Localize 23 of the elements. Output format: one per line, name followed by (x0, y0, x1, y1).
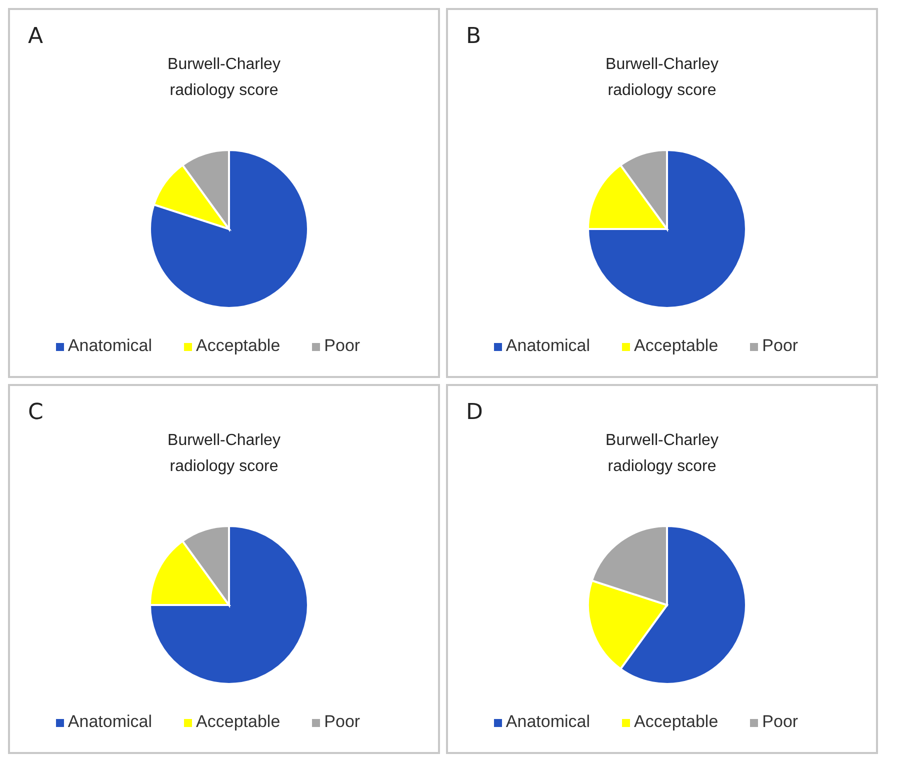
chart-title: Burwell-Charley radiology score (166, 55, 282, 101)
legend-label: Poor (762, 712, 798, 731)
text: B (466, 24, 482, 49)
legend-label: Acceptable (196, 712, 280, 731)
pie-slice (587, 149, 747, 309)
text: C (28, 400, 44, 425)
legend-label: Anatomical (506, 712, 590, 731)
legend-label: Poor (324, 712, 360, 731)
chart-title: Burwell-Charley radiology score (604, 55, 720, 101)
legend-label: Anatomical (506, 336, 590, 355)
pie-slice (149, 149, 309, 309)
text: D (466, 400, 483, 425)
chart-title: Burwell-Charley radiology score (604, 431, 720, 477)
legend-label: Poor (324, 336, 360, 355)
legend-label: Poor (762, 336, 798, 355)
legend-label: Acceptable (196, 336, 280, 355)
legend-label: Anatomical (68, 712, 152, 731)
legend-label: Acceptable (634, 336, 718, 355)
legend-label: Anatomical (68, 336, 152, 355)
legend-label: Acceptable (634, 712, 718, 731)
pie-slice (149, 525, 309, 685)
chart-title: Burwell-Charley radiology score (166, 431, 282, 477)
text: A (28, 24, 44, 49)
